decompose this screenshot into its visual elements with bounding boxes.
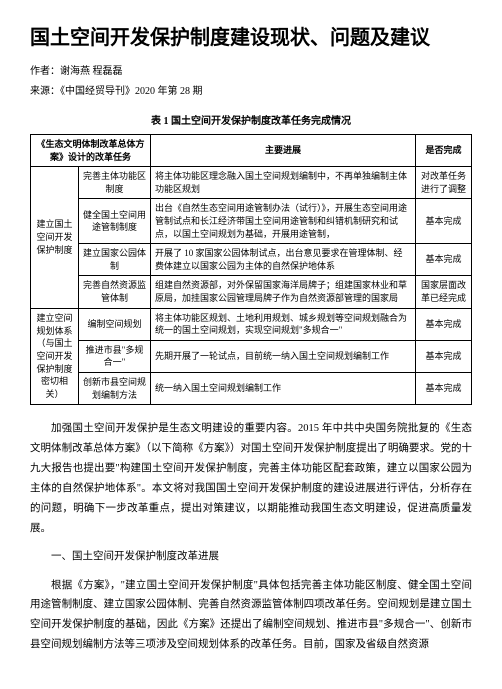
author-line: 作者：谢海燕 程磊磊	[30, 64, 472, 80]
status-cell: 基本完成	[416, 372, 472, 404]
table-row: 创新市县空间规划编制方法 统一纳入国土空间规划编制工作 基本完成	[31, 372, 472, 404]
table-row: 推进市县"多规合一" 先期开展了一轮试点，目前统一纳入国土空间规划编制工作 基本…	[31, 340, 472, 372]
progress-cell: 统一纳入国土空间规划编制工作	[151, 372, 416, 404]
status-cell: 对改革任务进行了调整	[416, 167, 472, 199]
task-cell: 推进市县"多规合一"	[79, 340, 151, 372]
header-task: 《生态文明体制改革总体方案》设计的改革任务	[31, 135, 151, 167]
progress-cell: 出台《自然生态空间用途管制办法（试行）》，开展生态空间用途管制试点和长江经济带国…	[151, 199, 416, 244]
source-line: 来源：《中国经贸导刊》2020 年第 28 期	[30, 84, 472, 100]
progress-cell: 开展了 10 家国家公园体制试点，出台意见要求在管理体制、经费体建立以国家公园为…	[151, 244, 416, 276]
status-cell: 基本完成	[416, 199, 472, 244]
progress-cell: 组建自然资源部，对外保留国家海洋局牌子；组建国家林业和草原局，加挂国家公园管理局…	[151, 276, 416, 308]
task-cell: 健全国土空间用途管制制度	[79, 199, 151, 244]
task-cell: 完善自然资源监管体制	[79, 276, 151, 308]
table-row: 完善自然资源监管体制 组建自然资源部，对外保留国家海洋局牌子；组建国家林业和草原…	[31, 276, 472, 308]
status-cell: 国家层面改革已经完成	[416, 276, 472, 308]
header-status: 是否完成	[416, 135, 472, 167]
status-cell: 基本完成	[416, 340, 472, 372]
section-heading: 一、国土空间开发保护制度改革进展	[30, 549, 472, 566]
table-row: 建立国土空间开发保护制度 完善主体功能区制度 将主体功能区理念融入国土空间规划编…	[31, 167, 472, 199]
table-row: 健全国土空间用途管制制度 出台《自然生态空间用途管制办法（试行）》，开展生态空间…	[31, 199, 472, 244]
task-cell: 建立国家公园体制	[79, 244, 151, 276]
progress-cell: 将主体功能区理念融入国土空间规划编制中，不再单独编制主体功能区规划	[151, 167, 416, 199]
progress-cell: 将主体功能区规划、土地利用规划、城乡规划等空间规划融合为统一的国土空间规划，实现…	[151, 308, 416, 340]
task-cell: 编制空间规划	[79, 308, 151, 340]
paragraph-body: 根据《方案》，"建立国土空间开发保护制度"具体包括完善主体功能区制度、健全国土空…	[30, 576, 472, 656]
table-row: 建立国家公园体制 开展了 10 家国家公园体制试点，出台意见要求在管理体制、经费…	[31, 244, 472, 276]
reform-table: 《生态文明体制改革总体方案》设计的改革任务 主要进展 是否完成 建立国土空间开发…	[30, 134, 472, 405]
table-header-row: 《生态文明体制改革总体方案》设计的改革任务 主要进展 是否完成	[31, 135, 472, 167]
table-row: 建立空间规划体系（与国土空间开发保护制度密切相关） 编制空间规划 将主体功能区规…	[31, 308, 472, 340]
header-progress: 主要进展	[151, 135, 416, 167]
task-cell: 完善主体功能区制度	[79, 167, 151, 199]
group-label: 建立空间规划体系（与国土空间开发保护制度密切相关）	[31, 308, 79, 405]
table-caption: 表 1 国土空间开发保护制度改革任务完成情况	[30, 114, 472, 130]
task-cell: 创新市县空间规划编制方法	[79, 372, 151, 404]
status-cell: 基本完成	[416, 244, 472, 276]
status-cell: 基本完成	[416, 308, 472, 340]
document-title: 国土空间开发保护制度建设现状、问题及建议	[30, 24, 472, 52]
paragraph-intro: 加强国土空间开发保护是生态文明建设的重要内容。2015 年中共中央国务院批复的《…	[30, 419, 472, 539]
group-label: 建立国土空间开发保护制度	[31, 167, 79, 308]
progress-cell: 先期开展了一轮试点，目前统一纳入国土空间规划编制工作	[151, 340, 416, 372]
